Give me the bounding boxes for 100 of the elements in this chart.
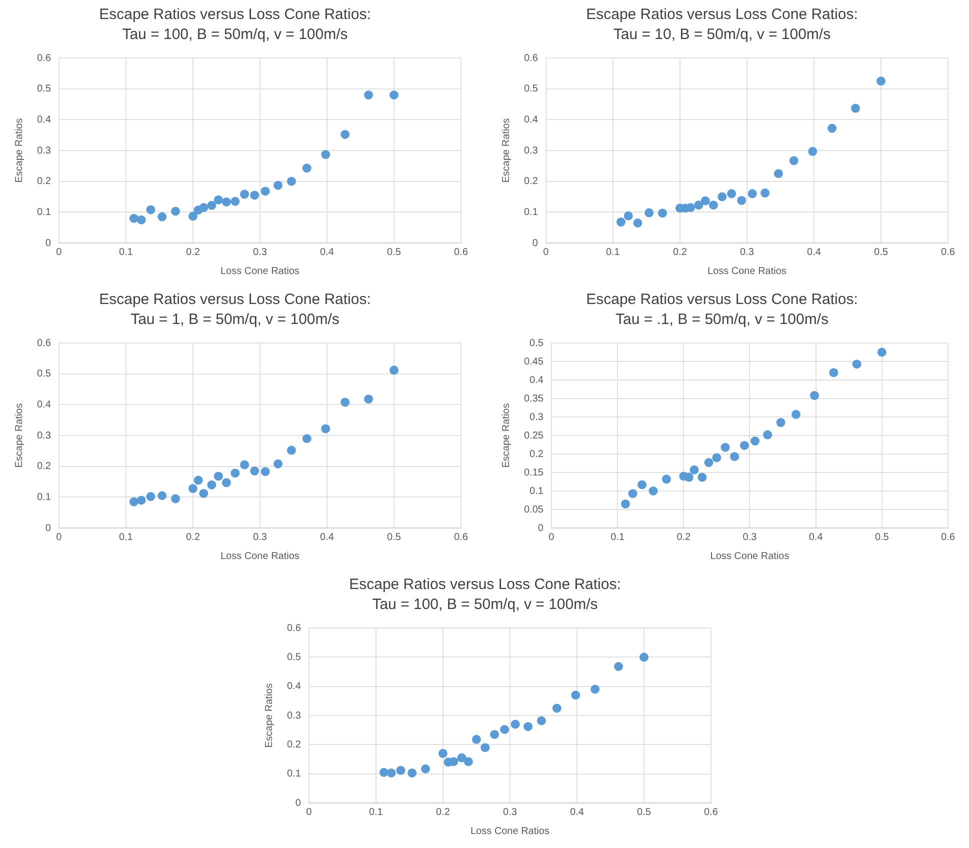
y-tick-label: 0.6 [36,52,52,64]
y-tick-label: 0.2 [524,176,538,188]
x-tick-label: 0.6 [454,246,468,258]
point [760,188,770,198]
point [158,212,167,222]
y-axis-title: Escape Ratios [14,403,25,468]
y-tick-label: 0 [295,798,302,809]
x-tick-label: 0.2 [436,806,450,818]
point [690,465,699,474]
point [389,366,398,375]
point [274,459,283,468]
x-axis-title: Loss Cone Ratios [470,826,550,837]
x-tick-label: 0.3 [253,246,268,258]
point [490,730,500,739]
y-tick-label: 0.1 [530,486,544,497]
point [648,486,658,496]
point [536,716,546,726]
y-tick-label: 0.2 [36,176,52,188]
y-tick-label: 0.5 [36,368,52,380]
x-tick-label: 0.5 [637,806,652,818]
x-tick-label: 0.1 [118,246,134,258]
point [188,212,198,221]
point [230,468,240,478]
y-tick-label: 0.1 [36,492,52,503]
x-axis-title: Loss Cone Ratios [707,266,786,277]
y-axis-title: Escape Ratios [264,683,275,748]
point [146,492,156,502]
point [214,195,223,204]
point [639,652,648,662]
y-tick-label: 0.4 [36,399,52,410]
x-tick-label: 0.5 [387,532,402,543]
y-tick-label: 0.25 [524,430,544,442]
point [222,197,231,206]
point [302,164,312,173]
point [590,684,600,694]
point [552,704,562,713]
y-tick-label: 0.1 [36,206,52,218]
chart-title: Escape Ratios versus Loss Cone Ratios: [586,291,858,308]
point [510,720,520,729]
point [158,491,167,500]
y-axis-title: Escape Ratios [14,118,25,183]
point [791,410,800,419]
point [194,476,203,485]
y-tick-label: 0.4 [524,114,538,126]
point [750,436,760,446]
point [828,124,837,133]
point [704,458,714,468]
y-tick-label: 0.5 [36,84,52,95]
x-tick-label: 0.3 [742,532,758,543]
point [240,460,250,470]
point [480,743,490,752]
chart-subtitle: Tau = .1, B = 50m/q, v = 100m/s [615,311,829,328]
x-tick-label: 0.1 [606,246,620,258]
x-tick-label: 0.1 [368,806,384,818]
point [662,474,671,484]
point [438,748,448,758]
x-tick-label: 0.4 [807,246,822,258]
point [829,368,838,378]
x-tick-label: 0.3 [740,246,754,258]
point [789,156,798,166]
y-axis-title: Escape Ratios [500,403,512,468]
x-tick-label: 0.6 [941,532,956,543]
point [877,348,886,357]
x-tick-label: 0.6 [704,806,718,818]
x-tick-label: 0.1 [118,532,134,543]
point [129,214,138,223]
point [421,764,430,774]
point [727,189,736,198]
x-tick-label: 0.3 [503,806,518,818]
x-tick-label: 0 [56,246,62,258]
chart-subtitle: Tau = 10, B = 50m/q, v = 100m/s [613,26,831,44]
point [808,146,818,156]
point [136,215,146,224]
point [720,442,730,452]
x-axis-title: Loss Cone Ratios [220,550,300,562]
point [851,104,860,113]
y-tick-label: 0 [538,522,544,534]
y-tick-label: 0.3 [36,430,52,442]
point [302,434,312,444]
point [737,196,746,205]
point [340,130,350,139]
y-tick-label: 0.6 [286,622,302,634]
point [810,391,819,400]
y-tick-label: 0.6 [524,52,538,64]
x-tick-label: 0 [548,532,555,543]
point [286,446,296,455]
point [240,190,250,199]
point [638,480,647,490]
point [763,430,772,440]
point [136,496,146,505]
chart-subtitle: Tau = 100, B = 50m/q, v = 100m/s [122,26,348,44]
point [694,200,704,210]
x-tick-label: 0.2 [672,246,688,258]
x-tick-label: 0.2 [186,532,200,543]
point [712,453,722,462]
x-tick-label: 0 [306,806,312,818]
point [214,472,223,481]
x-tick-label: 0.4 [320,532,334,543]
y-tick-label: 0 [45,522,52,534]
x-tick-label: 0.6 [454,532,468,543]
